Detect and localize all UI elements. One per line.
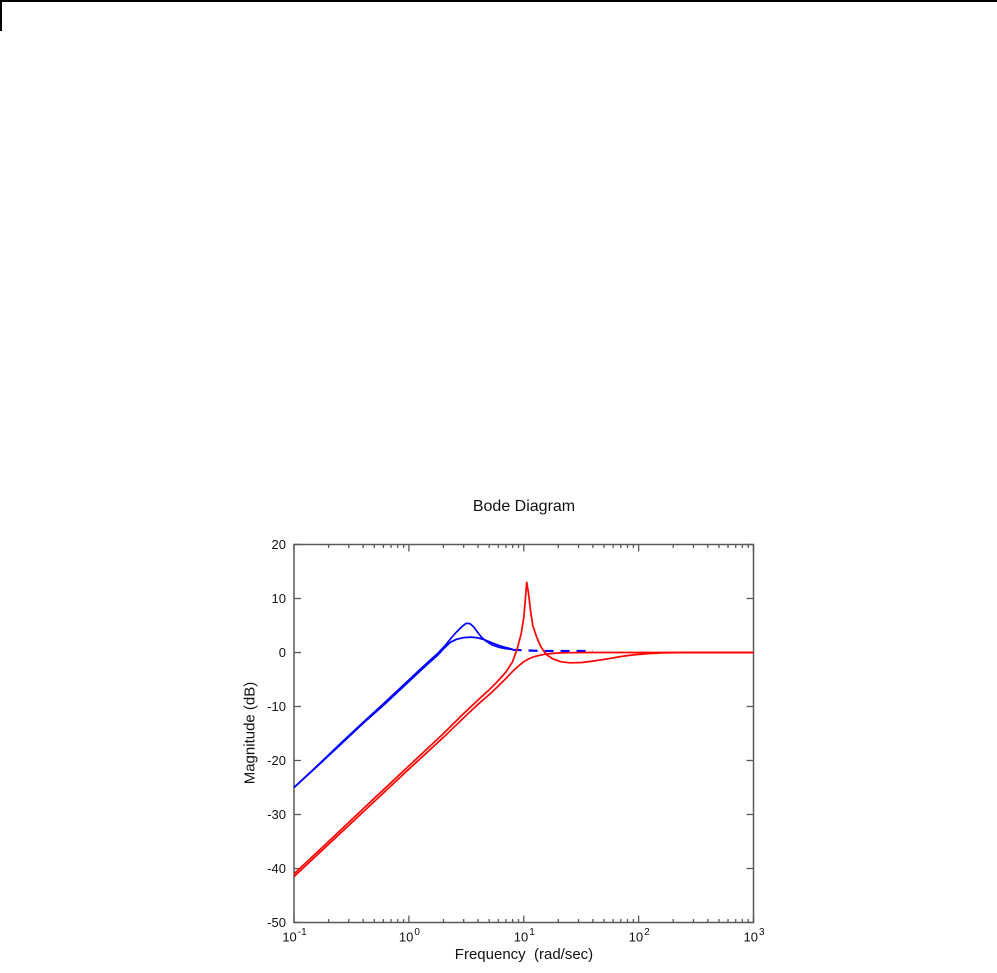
y-tick-label: 0 [278,645,286,660]
x-tick-exponent: 3 [758,926,765,938]
y-tick-label: 10 [271,591,286,606]
x-tick-exponent: 2 [644,926,650,938]
y-axis-label-text: Magnitude (dB) [241,681,259,785]
x-tick-base: 10 [282,928,297,944]
curve-blue-underdamped-model [293,622,513,789]
y-tick-label: -40 [267,861,286,876]
y-tick-label: -50 [267,915,286,930]
y-tick-label: -20 [267,753,286,768]
x-tick-base: 10 [398,928,414,944]
curve-blue-flat-tail [512,648,593,653]
chart-title: Bode Diagram [472,498,576,515]
x-tick-exponent: 0 [414,926,420,938]
y-tick-label: -30 [267,807,286,822]
page-top-border-line [0,0,997,2]
x-tick-base: 10 [743,928,758,944]
x-tick-label: 10-1 [272,926,316,948]
curve-red-resonant-model [293,581,754,875]
y-tick-label: 20 [271,537,286,552]
x-tick-label: 103 [732,926,776,948]
x-tick-label: 102 [617,926,661,948]
x-axis-label: Frequency (rad/sec) [454,946,594,963]
y-tick-label: -10 [267,699,286,714]
x-tick-exponent: 1 [529,926,535,938]
x-tick-exponent: -1 [297,926,307,938]
x-tick-base: 10 [628,928,644,944]
curve-red-damped-model [293,651,754,878]
axes-box [293,543,755,924]
page-left-border-line [0,0,2,31]
x-tick-label: 100 [387,926,431,948]
x-tick-label: 101 [502,926,546,948]
x-tick-base: 10 [513,928,529,944]
curve-blue-damped-model [293,636,513,789]
